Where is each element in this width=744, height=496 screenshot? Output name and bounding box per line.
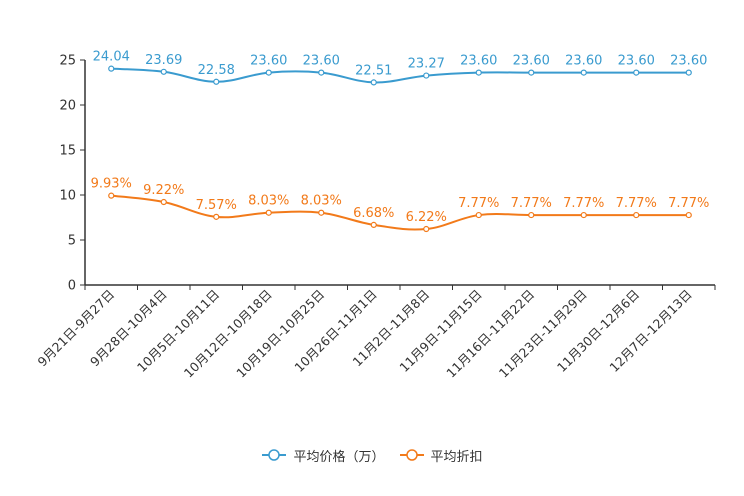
data-label: 7.77% (616, 196, 657, 211)
data-point (318, 209, 325, 216)
legend-item-discount[interactable]: 平均折扣 (399, 446, 483, 465)
data-point (423, 225, 430, 233)
data-point (265, 69, 272, 76)
data-point (213, 78, 220, 85)
data-point (475, 211, 482, 219)
series-line-1 (111, 194, 689, 231)
data-label: 7.77% (511, 196, 552, 211)
data-label: 23.60 (303, 54, 340, 69)
data-point (528, 211, 535, 219)
data-point (580, 69, 587, 76)
data-point (580, 211, 587, 219)
data-label: 22.51 (355, 63, 392, 78)
x-tick-label: 10月12日-10月18日 (181, 287, 275, 381)
y-tick-label: 15 (59, 144, 76, 159)
data-label: 23.69 (145, 53, 182, 68)
data-point (318, 69, 325, 76)
data-label: 7.57% (196, 198, 237, 213)
data-point (633, 69, 640, 76)
data-labels: 24.04 23.69 22.58 23.60 23.60 22.51 23.27 23.60… (91, 50, 710, 225)
data-label: 23.27 (408, 57, 445, 72)
y-tick-label: 25 (59, 54, 76, 69)
y-tick-label: 20 (59, 99, 76, 114)
data-label: 23.60 (513, 54, 550, 69)
data-point (160, 68, 167, 75)
data-point (528, 69, 535, 76)
data-point (475, 69, 482, 76)
data-label: 7.77% (458, 196, 499, 211)
y-tick-label: 10 (59, 189, 76, 204)
data-label: 9.22% (143, 183, 184, 198)
y-tick-label: 0 (68, 279, 76, 294)
data-point (108, 65, 115, 72)
legend-line-circle-icon (399, 449, 424, 461)
data-point (370, 221, 377, 228)
data-label: 7.77% (668, 196, 709, 211)
data-label: 22.58 (198, 63, 235, 78)
data-point (213, 213, 220, 220)
data-label: 8.03% (248, 194, 289, 209)
data-label: 8.03% (301, 194, 342, 209)
data-point (423, 72, 430, 79)
data-label: 23.60 (250, 54, 287, 69)
data-label: 23.60 (618, 54, 655, 69)
legend-label-discount: 平均折扣 (430, 449, 483, 465)
data-label: 23.60 (565, 54, 602, 69)
data-label: 23.60 (670, 54, 707, 69)
x-tick-label: 11月16日-11月22日 (443, 287, 537, 381)
series-layer (108, 65, 692, 233)
data-label: 9.93% (91, 177, 132, 192)
data-label: 7.77% (563, 196, 604, 211)
data-point (265, 209, 272, 216)
x-tick-label: 10月19日-10月25日 (233, 287, 327, 381)
data-label: 24.04 (93, 50, 130, 65)
y-tick-label: 5 (68, 234, 76, 249)
data-point (633, 211, 640, 219)
data-label: 6.22% (406, 210, 447, 225)
data-point (685, 211, 692, 219)
legend-item-price[interactable]: 平均价格（万） (261, 446, 385, 465)
legend-label-price: 平均价格（万） (293, 449, 385, 465)
data-point (685, 69, 692, 76)
series-line-0 (111, 67, 689, 84)
data-point (160, 198, 167, 206)
legend-line-circle-icon (262, 449, 287, 461)
legend: 平均价格（万） 平均折扣 (0, 444, 744, 466)
data-label: 23.60 (460, 54, 497, 69)
x-tick-label: 11月23日-11月29日 (496, 287, 590, 381)
data-point (108, 192, 115, 199)
data-point (370, 79, 377, 86)
data-label: 6.68% (353, 206, 394, 221)
